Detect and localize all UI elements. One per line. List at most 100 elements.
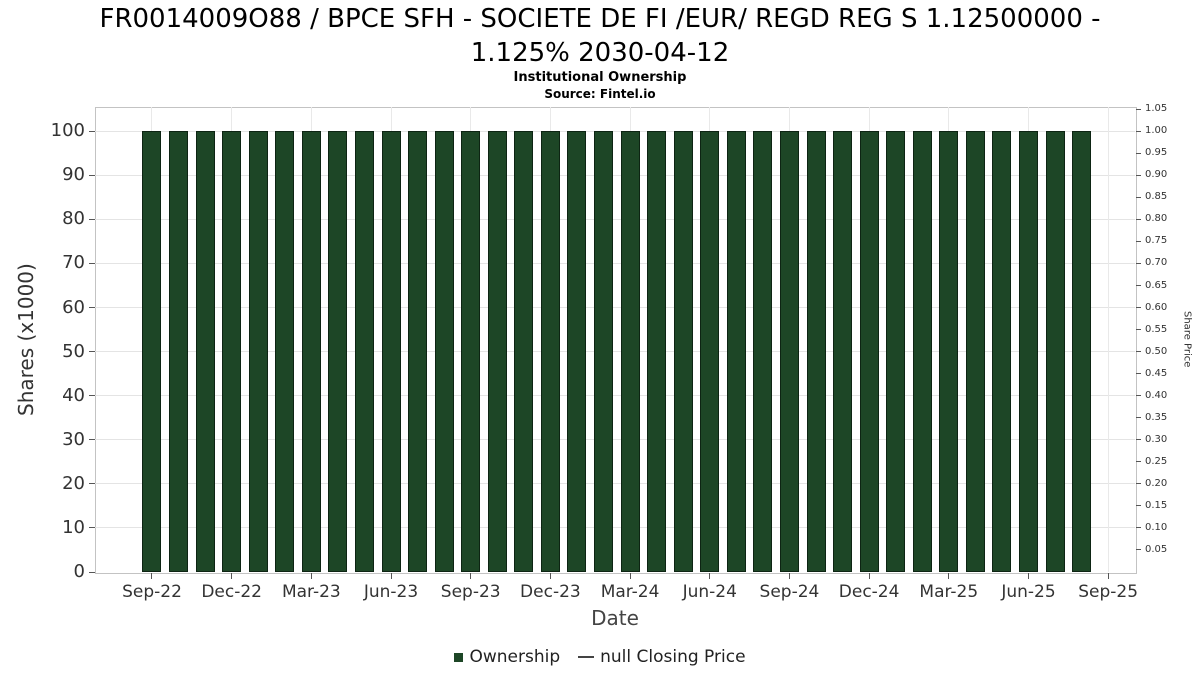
legend-label-ownership: Ownership: [469, 647, 561, 667]
y-axis-tick-label-right: 0.25: [1145, 455, 1168, 467]
x-axis-tick-label: Mar-24: [600, 582, 660, 602]
x-axis-tick-mark: [549, 573, 551, 579]
ownership-bar[interactable]: [1072, 131, 1092, 572]
x-axis-tick-mark: [310, 573, 312, 579]
x-axis-tick-mark: [1027, 573, 1029, 579]
x-axis-tick-mark: [1107, 573, 1109, 579]
y-axis-tick-mark-right: [1136, 395, 1141, 397]
grid-line-horizontal: [95, 527, 1135, 529]
x-axis-tick-label: Sep-23: [440, 582, 501, 602]
ownership-bar[interactable]: [222, 131, 242, 572]
grid-line-horizontal: [95, 218, 1135, 220]
y-axis-tick-label-left: 90: [62, 164, 85, 186]
ownership-bar[interactable]: [514, 131, 534, 572]
ownership-bar[interactable]: [992, 131, 1012, 572]
y-axis-tick-mark-right: [1136, 483, 1141, 485]
ownership-bar[interactable]: [912, 131, 932, 572]
y-axis-tick-label-right: 0.05: [1145, 543, 1168, 555]
grid-line-horizontal: [95, 262, 1135, 264]
x-axis-tick-mark: [231, 573, 233, 579]
x-axis-tick-mark: [629, 573, 631, 579]
x-axis-tick-label: Dec-22: [201, 582, 262, 602]
ownership-bar[interactable]: [594, 131, 614, 572]
y-axis-tick-mark-right: [1136, 527, 1141, 529]
y-axis-tick-label-left: 0: [73, 561, 85, 582]
ownership-bar[interactable]: [142, 131, 162, 572]
x-axis-tick-label: Sep-22: [122, 582, 182, 602]
ownership-bar[interactable]: [965, 131, 985, 572]
y-axis-tick-mark-right: [1136, 417, 1141, 419]
ownership-bar[interactable]: [753, 131, 773, 572]
ownership-bar[interactable]: [461, 131, 481, 572]
y-axis-tick-label-right: 0.70: [1145, 257, 1168, 269]
ownership-bar[interactable]: [647, 131, 667, 572]
y-axis-tick-label-left: 30: [62, 428, 85, 450]
y-axis-tick-mark-left: [89, 351, 95, 353]
ownership-bar[interactable]: [859, 131, 879, 572]
y-axis-tick-mark-left: [89, 307, 95, 309]
y-axis-tick-label-right: 0.35: [1145, 411, 1168, 423]
y-axis-tick-mark-right: [1136, 373, 1141, 375]
ownership-bar[interactable]: [434, 131, 454, 572]
y-axis-tick-mark-left: [89, 130, 95, 132]
grid-line-horizontal: [95, 174, 1135, 176]
y-axis-tick-mark-right: [1136, 307, 1141, 309]
ownership-bar[interactable]: [275, 131, 295, 572]
ownership-bar[interactable]: [700, 131, 720, 572]
ownership-bar[interactable]: [673, 131, 693, 572]
y-axis-tick-label-left: 100: [50, 120, 85, 142]
y-axis-tick-label-right: 0.90: [1145, 169, 1168, 181]
ownership-bar[interactable]: [806, 131, 826, 572]
ownership-bar[interactable]: [1018, 131, 1038, 572]
y-axis-tick-mark-right: [1136, 351, 1141, 353]
y-axis-tick-mark-left: [89, 218, 95, 220]
y-axis-tick-mark-left: [89, 262, 95, 264]
ownership-bar[interactable]: [567, 131, 587, 572]
y-axis-tick-mark-right: [1136, 329, 1141, 331]
ownership-bar[interactable]: [833, 131, 853, 572]
grid-line-vertical: [1107, 107, 1109, 572]
x-axis-tick-mark: [868, 573, 870, 579]
ownership-bar[interactable]: [301, 131, 321, 572]
legend-item-closing-price[interactable]: null Closing Price: [578, 647, 746, 667]
x-axis-tick-mark: [470, 573, 472, 579]
x-axis-tick-label: Dec-24: [838, 582, 900, 602]
y-axis-tick-mark-left: [89, 395, 95, 397]
ownership-bar[interactable]: [408, 131, 428, 572]
y-axis-tick-label-right: 0.55: [1145, 323, 1168, 335]
legend-item-ownership[interactable]: Ownership: [454, 647, 560, 667]
ownership-bar[interactable]: [381, 131, 401, 572]
ownership-bar[interactable]: [195, 131, 215, 572]
ownership-bar[interactable]: [248, 131, 268, 572]
x-axis-tick-label: Dec-23: [520, 582, 581, 602]
ownership-bar[interactable]: [328, 131, 348, 572]
ownership-bar[interactable]: [540, 131, 560, 572]
ownership-bar[interactable]: [169, 131, 189, 572]
y-axis-tick-label-right: 0.45: [1145, 367, 1168, 379]
ownership-bar[interactable]: [886, 131, 906, 572]
ownership-swatch-icon: [454, 652, 464, 662]
x-axis-tick-label: Mar-25: [919, 582, 979, 602]
y-axis-tick-label-right: 0.80: [1145, 213, 1168, 225]
closing-price-line-icon: [578, 656, 595, 658]
y-axis-tick-label-right: 0.20: [1145, 477, 1168, 489]
ownership-bar[interactable]: [487, 131, 507, 572]
y-axis-tick-mark-right: [1136, 439, 1141, 441]
y-axis-tick-mark-right: [1136, 262, 1141, 264]
y-axis-tick-label-left: 10: [62, 516, 85, 538]
y-axis-tick-label-right: 0.65: [1145, 279, 1168, 291]
y-axis-tick-label-right: 0.60: [1145, 301, 1168, 313]
y-axis-tick-mark-left: [89, 571, 95, 573]
ownership-bar[interactable]: [1045, 131, 1065, 572]
y-axis-tick-label-left: 20: [62, 472, 85, 494]
ownership-bar[interactable]: [779, 131, 799, 572]
ownership-bar[interactable]: [354, 131, 374, 572]
y-axis-tick-mark-right: [1136, 152, 1141, 154]
y-axis-tick-label-right: 0.30: [1145, 433, 1168, 445]
y-axis-label-right: Share Price: [1181, 311, 1193, 368]
x-axis-tick-label: Sep-25: [1078, 582, 1139, 602]
grid-line-horizontal: [95, 130, 1135, 132]
ownership-bar[interactable]: [620, 131, 640, 572]
ownership-bar[interactable]: [939, 131, 959, 572]
ownership-bar[interactable]: [726, 131, 746, 572]
